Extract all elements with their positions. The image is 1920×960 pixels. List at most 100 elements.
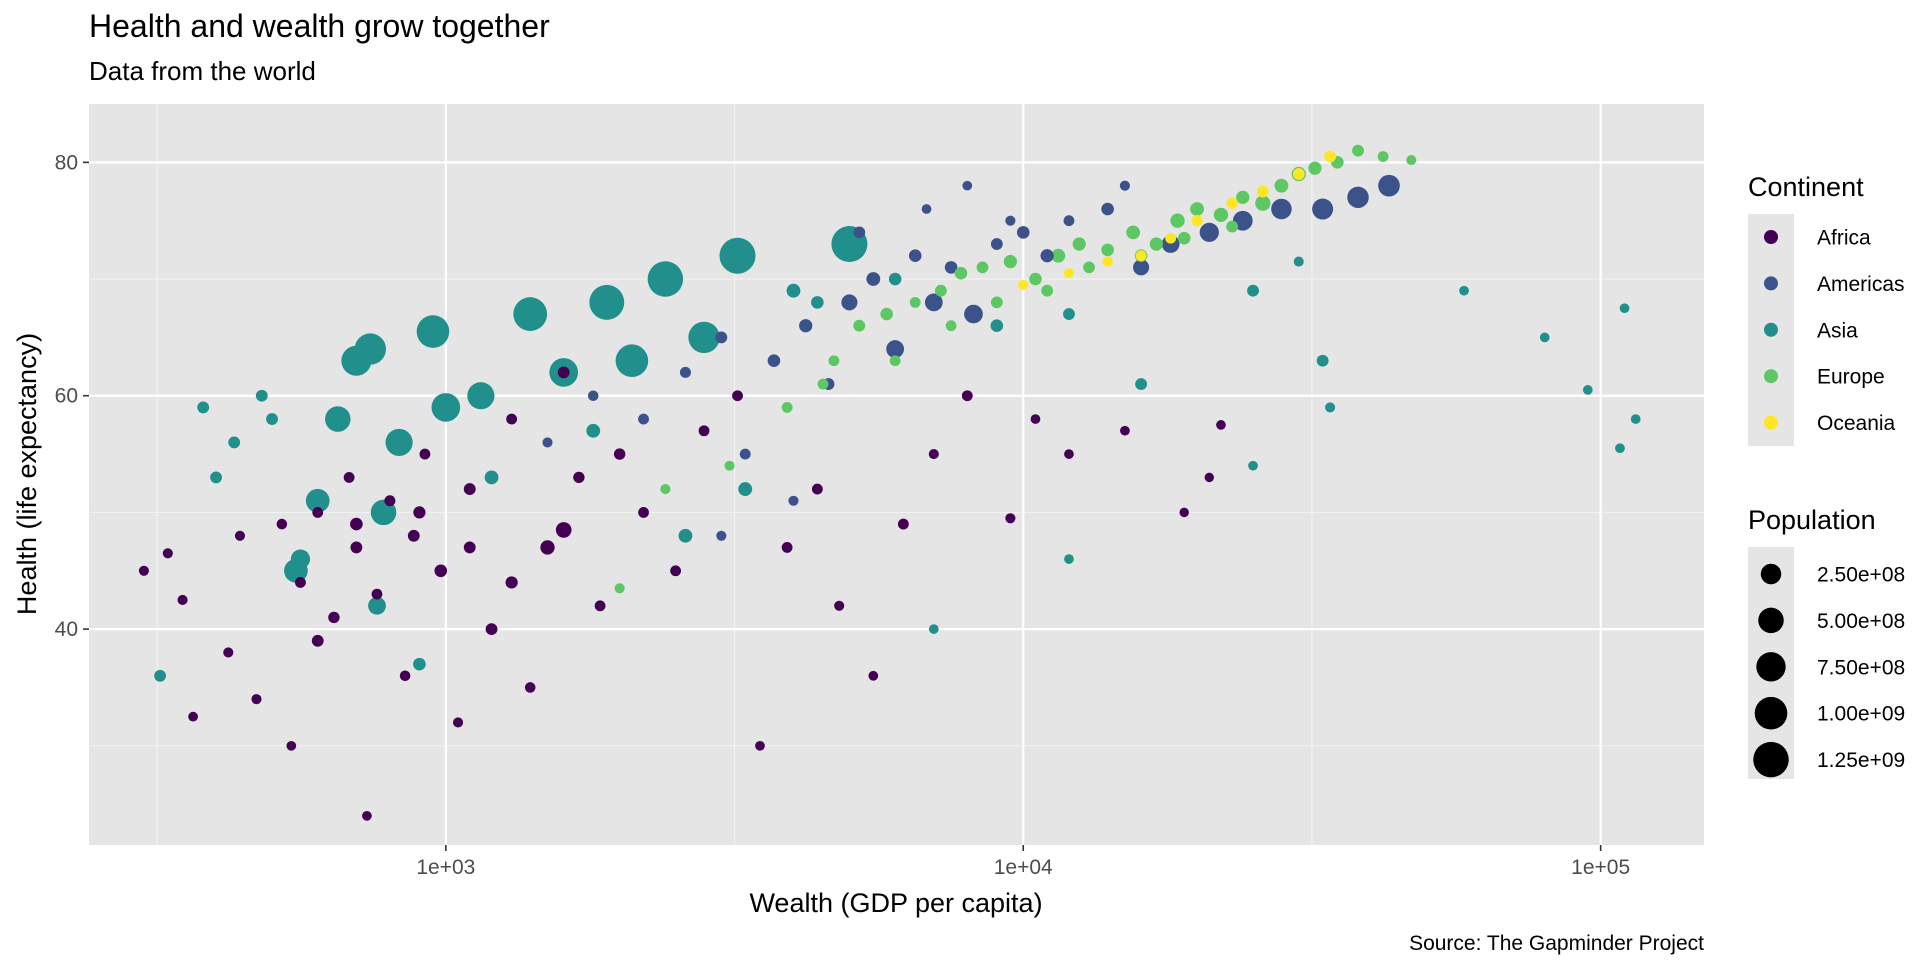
point-europe xyxy=(1041,284,1054,297)
point-africa xyxy=(897,518,909,530)
point-asia xyxy=(1293,256,1304,267)
point-americas xyxy=(1271,198,1292,220)
point-asia xyxy=(305,488,330,513)
point-europe xyxy=(1406,154,1417,166)
point-asia xyxy=(888,272,902,286)
legend-key-europe xyxy=(1764,369,1778,384)
point-oceania xyxy=(1324,150,1337,163)
point-asia xyxy=(484,470,499,485)
point-africa xyxy=(276,518,288,530)
y-axis-ticks: 40 60 80 xyxy=(55,151,89,641)
point-africa xyxy=(223,647,234,658)
point-americas xyxy=(886,340,905,358)
point-americas xyxy=(921,204,932,214)
x-tick-label: 1e+04 xyxy=(994,856,1053,879)
point-africa xyxy=(524,682,536,693)
size-legend-label: 5.00e+08 xyxy=(1817,610,1905,633)
point-asia xyxy=(1316,354,1329,367)
point-africa xyxy=(961,390,973,402)
point-asia xyxy=(1630,414,1641,424)
point-africa xyxy=(755,740,765,751)
legend-label-europe: Europe xyxy=(1817,366,1885,389)
point-europe xyxy=(1101,243,1114,257)
point-oceania xyxy=(1102,256,1113,267)
point-europe xyxy=(1083,261,1095,274)
point-europe xyxy=(1255,195,1271,211)
legend-key-oceania xyxy=(1764,415,1778,430)
legend-label-asia: Asia xyxy=(1817,319,1858,342)
point-americas xyxy=(853,226,866,239)
point-europe xyxy=(1051,248,1066,263)
point-asia xyxy=(1325,402,1336,413)
point-americas xyxy=(1347,186,1369,209)
point-africa xyxy=(485,623,498,636)
size-legend-label: 7.50e+08 xyxy=(1817,656,1905,679)
point-americas xyxy=(542,437,553,448)
y-tick-label: 40 xyxy=(55,618,78,641)
point-europe xyxy=(880,307,893,321)
color-legend-title: Continent xyxy=(1748,172,1864,202)
x-tick-label: 1e+03 xyxy=(416,856,475,879)
point-asia xyxy=(154,669,167,682)
point-europe xyxy=(724,460,735,471)
legend-label-africa: Africa xyxy=(1817,227,1871,250)
point-africa xyxy=(638,507,649,518)
point-europe xyxy=(853,319,866,332)
point-asia xyxy=(416,315,450,348)
size-legend-key xyxy=(1753,741,1789,778)
y-tick-label: 60 xyxy=(55,385,78,408)
point-africa xyxy=(362,810,372,821)
point-asia xyxy=(210,471,222,484)
point-africa xyxy=(251,694,262,705)
point-asia xyxy=(719,237,756,274)
point-americas xyxy=(716,530,727,541)
point-africa xyxy=(463,483,476,495)
legend-label-oceania: Oceania xyxy=(1817,412,1896,435)
point-asia xyxy=(1064,554,1074,564)
point-africa xyxy=(1216,420,1226,430)
size-legend-key xyxy=(1758,607,1784,634)
point-africa xyxy=(371,588,383,600)
point-asia xyxy=(325,406,351,432)
point-americas xyxy=(1378,174,1400,197)
point-asia xyxy=(341,345,372,376)
point-americas xyxy=(964,304,983,324)
plot-panel xyxy=(89,104,1704,845)
y-axis-title: Health (life expectancy) xyxy=(12,333,42,615)
x-axis-ticks: 1e+03 1e+04 1e+05 xyxy=(416,845,1630,879)
point-africa xyxy=(286,740,297,751)
size-legend-key xyxy=(1754,696,1788,730)
point-africa xyxy=(399,670,411,682)
point-europe xyxy=(660,484,671,495)
point-asia xyxy=(1539,332,1550,343)
point-asia xyxy=(688,321,720,354)
point-africa xyxy=(343,472,355,483)
point-europe xyxy=(1308,161,1322,175)
point-africa xyxy=(781,542,793,553)
point-europe xyxy=(1377,151,1389,162)
point-asia xyxy=(678,528,693,543)
point-americas xyxy=(990,238,1003,250)
point-asia xyxy=(589,284,625,320)
size-legend-label: 1.25e+09 xyxy=(1817,749,1905,772)
point-americas xyxy=(679,366,691,378)
point-asia xyxy=(255,389,268,402)
point-europe xyxy=(1149,237,1163,251)
point-oceania xyxy=(1226,197,1238,209)
point-europe xyxy=(1236,190,1250,204)
point-asia xyxy=(1459,285,1469,296)
point-africa xyxy=(138,565,149,576)
point-asia xyxy=(928,624,939,634)
point-asia xyxy=(1619,303,1630,314)
minor-gridlines xyxy=(89,104,1704,845)
data-points xyxy=(138,144,1641,821)
point-africa xyxy=(1179,507,1189,518)
point-americas xyxy=(908,249,922,262)
point-asia xyxy=(385,428,413,456)
point-europe xyxy=(954,266,968,280)
point-europe xyxy=(1126,225,1141,240)
point-asia xyxy=(266,413,278,425)
point-asia xyxy=(467,382,495,410)
point-oceania xyxy=(1292,168,1305,180)
